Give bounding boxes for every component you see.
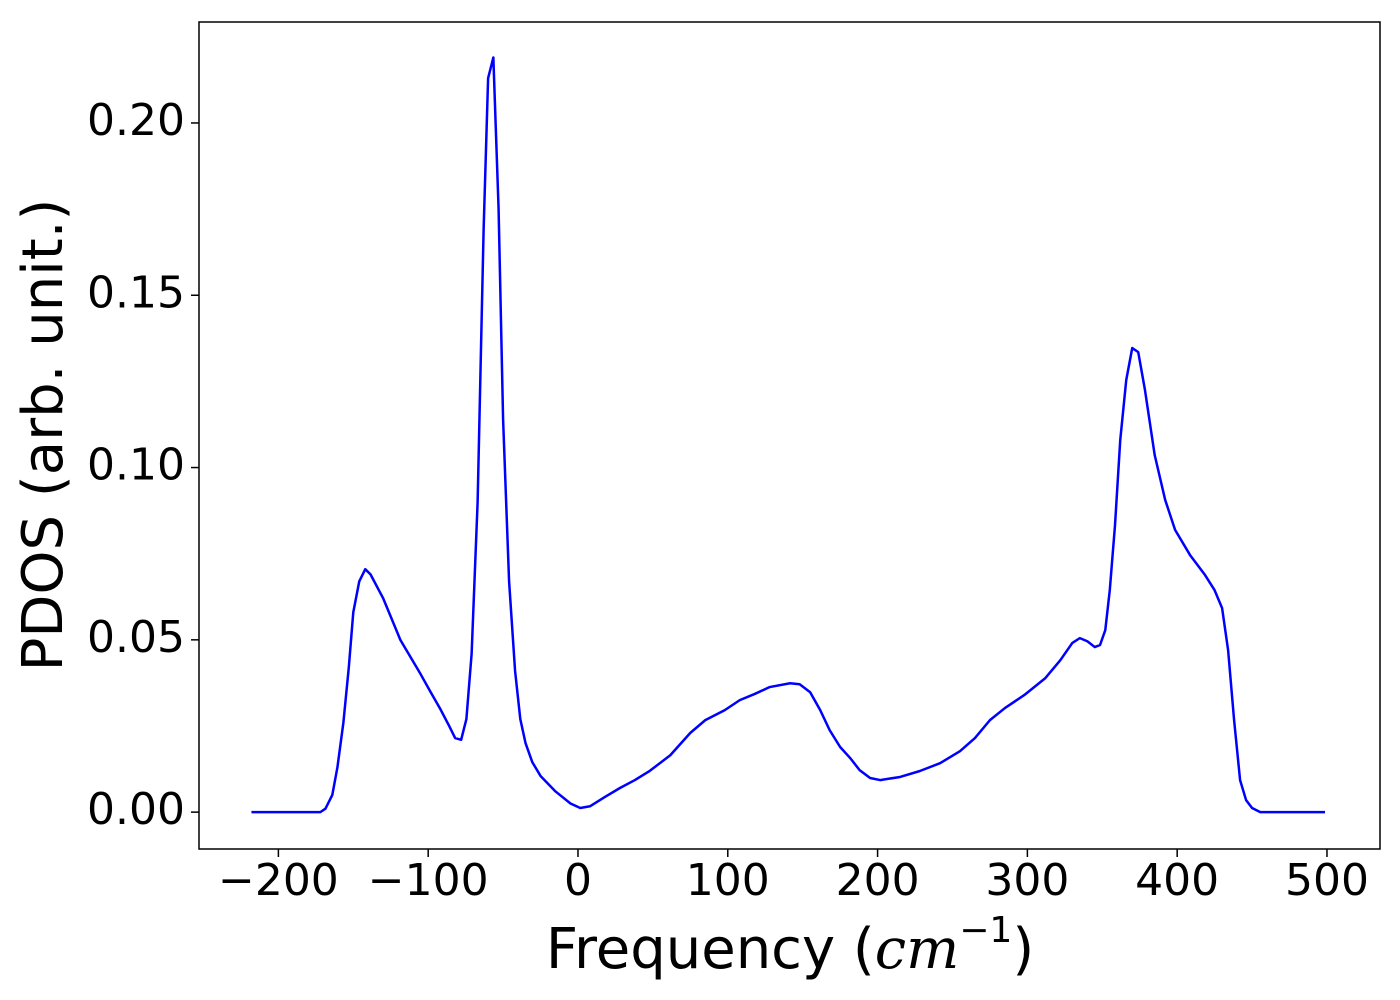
y-tick-label: 0.00	[87, 784, 185, 835]
x-label-part: )	[1012, 917, 1034, 982]
x-axis-label: Frequency (cm−1)	[546, 910, 1034, 982]
y-tick-label: 0.15	[87, 267, 185, 318]
x-tick-label: 200	[836, 855, 920, 906]
y-tick-label: 0.10	[87, 440, 185, 491]
y-tick-label: 0.20	[87, 95, 185, 146]
x-label-math: cm	[875, 917, 959, 982]
x-tick-label: −100	[368, 855, 489, 906]
x-tick-label: 100	[686, 855, 770, 906]
x-tick-label: 0	[564, 855, 592, 906]
x-tick-label: −200	[218, 855, 339, 906]
x-label-part: Frequency (	[546, 917, 875, 982]
x-tick-label: 400	[1135, 855, 1219, 906]
y-axis-label: PDOS (arb. unit.)	[11, 199, 76, 672]
plot-frame	[198, 21, 1381, 850]
x-tick-label: 500	[1285, 855, 1369, 906]
line-series	[251, 56, 1326, 814]
y-tick-label: 0.05	[87, 612, 185, 663]
x-tick-label: 300	[985, 855, 1069, 906]
x-label-sup: −1	[959, 910, 1012, 951]
